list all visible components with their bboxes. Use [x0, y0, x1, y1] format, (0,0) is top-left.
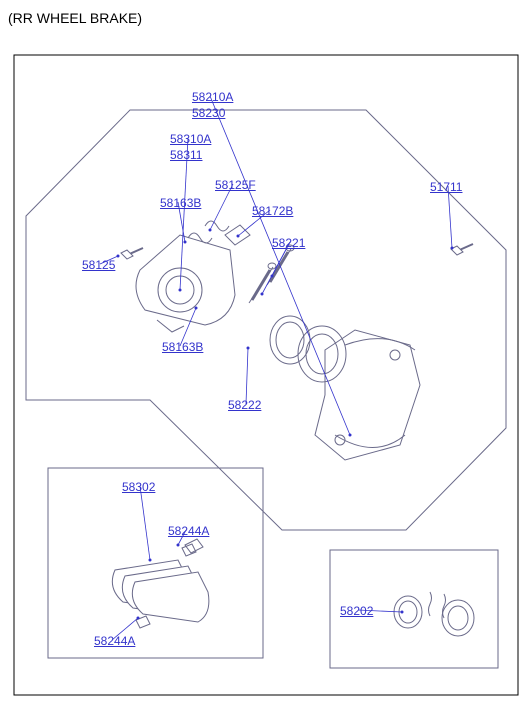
part-label-58172b[interactable]: 58172B	[252, 204, 293, 218]
part-label-58210a[interactable]: 58210A	[192, 90, 233, 104]
diagram-canvas	[0, 0, 532, 727]
part-label-58202[interactable]: 58202	[340, 604, 373, 618]
part-label-58244a[interactable]: 58244A	[94, 634, 135, 648]
part-label-58311[interactable]: 58311	[170, 148, 202, 162]
part-label-58302[interactable]: 58302	[122, 480, 155, 494]
part-label-58221[interactable]: 58221	[272, 236, 305, 250]
part-label-58244a[interactable]: 58244A	[168, 524, 209, 538]
part-label-51711[interactable]: 51711	[430, 180, 462, 194]
part-label-58163b[interactable]: 58163B	[160, 196, 201, 210]
part-label-58230[interactable]: 58230	[192, 106, 225, 120]
part-label-58125[interactable]: 58125	[82, 258, 115, 272]
part-label-58222[interactable]: 58222	[228, 398, 261, 412]
part-label-58125f[interactable]: 58125F	[215, 178, 256, 192]
part-label-58310a[interactable]: 58310A	[170, 132, 211, 146]
part-label-58163b[interactable]: 58163B	[162, 340, 203, 354]
